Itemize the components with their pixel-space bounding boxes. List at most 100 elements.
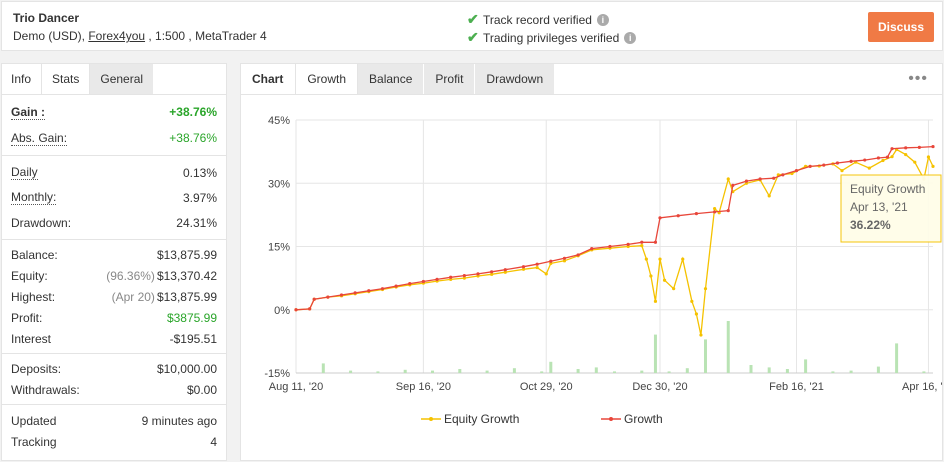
y-tick-label: -15% [264,368,290,380]
growth-chart[interactable]: 45% 30% 15% 0% -15% Aug 11, '20 Sep 16, '20 Oc… [241,95,942,461]
tooltip-date: Apr 13, '21 [850,200,908,214]
tab-balance[interactable]: Balance [358,64,425,94]
equity-growth-point [904,152,908,157]
volume-bar [613,371,616,373]
highest-date: (Apr 20) [111,289,155,304]
account-details: , 1:500 , MetaTrader 4 [145,29,267,43]
updated-label: Updated [11,413,57,428]
y-axis-ticks: 45% 30% 15% 0% -15% [264,115,290,380]
info-icon[interactable]: i [596,13,609,26]
gain-group: Gain : +38.76% Abs. Gain: +38.76% [2,95,226,156]
growth-point [353,291,357,295]
growth-point [676,214,680,218]
equity-growth-point [521,267,526,271]
volume-bar [485,370,489,373]
tab-growth[interactable]: Growth [295,64,359,94]
tab-info[interactable]: Info [2,64,42,94]
equity-growth-point [649,274,653,278]
system-title: Trio Dancer [13,11,80,25]
equity-growth-point [767,194,771,198]
y-tick-label: 45% [268,115,290,127]
x-axis-ticks: Aug 11, '20 Sep 16, '20 Oct 29, '20 Dec 30,… [269,381,942,393]
growth-point [731,183,735,187]
legend-equity-growth: Equity Growth [444,412,519,426]
tab-profit[interactable]: Profit [424,64,476,94]
growth-point [863,158,867,162]
tracking-label: Tracking [11,434,57,449]
equity-percent: (96.36%) [106,268,155,283]
growth-point [794,169,799,173]
growth-point [726,209,730,213]
track-record-label: Track record verified [483,12,592,27]
growth-point [462,273,466,278]
growth-point [904,146,908,150]
growth-point [835,161,840,165]
tooltip-title: Equity Growth [850,182,925,196]
volume-bar [767,367,771,373]
tab-stats[interactable]: Stats [41,64,91,94]
monthly-label[interactable]: Monthly: [11,190,57,205]
profit-label: Profit: [11,310,43,325]
volume-bar [376,371,380,373]
discuss-button[interactable]: Discuss [868,12,934,42]
stats-tabs: Info Stats General [2,64,226,95]
interest-value: -$195.51 [169,331,217,346]
equity-growth-point [926,155,931,159]
checkmark-icon: ✔ [467,29,479,45]
interest-label: Interest [11,331,52,346]
equity-growth-point [662,278,667,282]
volume-bar [640,370,644,373]
gain-label[interactable]: Gain : [11,104,46,120]
equity-growth-point [713,206,717,211]
tab-general[interactable]: General [90,64,155,94]
broker-link[interactable]: Forex4you [88,29,146,43]
growth-point [590,247,594,251]
equity-growth-point [881,158,885,163]
profit-value: $3875.99 [166,310,217,325]
volume-bar [804,359,808,373]
ellipsis-icon[interactable]: ••• [908,70,928,87]
track-record-verified: ✔ Track record verified i [467,11,609,28]
growth-legend-marker [609,417,613,421]
chart-panel: Chart Growth Balance Profit Drawdown •••… [240,63,943,461]
system-subtitle: Demo (USD), Forex4you , 1:500 , MetaTrad… [13,29,267,43]
growth-point [713,210,717,214]
equity-growth-point [544,272,548,276]
legend-growth: Growth [624,412,663,426]
tracking-value: 4 [210,434,217,449]
growth-point [694,212,698,216]
equity-growth-point [699,333,703,337]
balance-label: Balance: [11,247,58,262]
growth-point [890,147,894,151]
growth-point [535,262,539,266]
growth-point [549,259,553,263]
abs-gain-label[interactable]: Abs. Gain: [11,130,68,146]
tab-drawdown[interactable]: Drawdown [475,64,556,94]
growth-point [435,277,439,281]
volume-bar [726,321,730,373]
growth-point [653,240,658,244]
equity-growth-point [644,257,648,261]
growth-point [608,244,612,249]
volume-bar [653,334,657,373]
equity-growth-line [295,148,934,336]
chart-legend[interactable]: Equity Growth Growth [421,412,663,426]
growth-point [885,155,890,159]
growth-point [576,253,580,257]
volume-bar [458,369,462,373]
equity-label: Equity: [11,268,48,283]
equity-growth-point [462,276,466,280]
growth-point [658,216,662,220]
volume-bar [594,367,598,373]
trading-privileges-label: Trading privileges verified [483,30,620,45]
daily-label[interactable]: Daily [11,165,38,180]
volume-bar [685,368,689,373]
y-tick-label: 0% [274,305,290,317]
info-icon[interactable]: i [624,31,637,44]
tooltip-box [840,174,942,243]
updated-value: 9 minutes ago [141,413,217,428]
growth-point [640,240,644,244]
highest-label: Highest: [11,289,56,304]
account-type: Demo (USD), [13,29,89,43]
equity-growth-point [867,166,871,170]
